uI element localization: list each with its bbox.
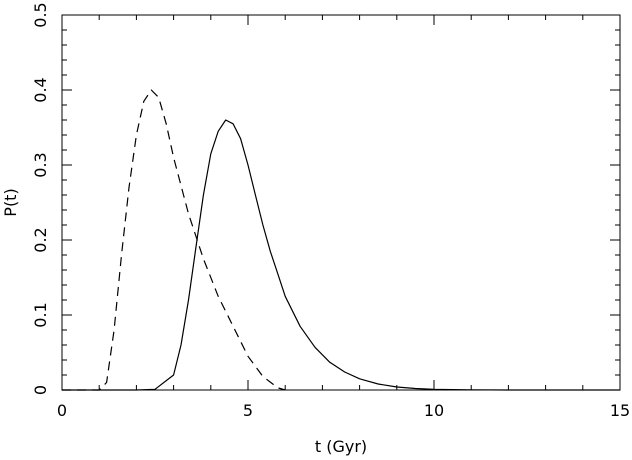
y-tick-label: 0.1	[31, 302, 50, 327]
series-dashed-line	[62, 89, 286, 391]
plot-frame	[61, 14, 621, 391]
y-tick-label: 0.2	[31, 227, 50, 252]
y-tick-label: 0.5	[31, 2, 50, 27]
x-axis-label: t (Gyr)	[315, 437, 367, 456]
series-solid-line	[62, 119, 620, 391]
y-tick-label: 0	[31, 385, 50, 395]
x-tick-label: 5	[243, 401, 253, 420]
x-tick-label: 10	[424, 401, 444, 420]
y-tick-label: 0.3	[31, 152, 50, 177]
y-axis-label: P(t)	[1, 188, 20, 216]
y-tick-label: 0.4	[31, 77, 50, 102]
x-tick-label: 15	[610, 401, 630, 420]
x-tick-label: 0	[57, 401, 67, 420]
